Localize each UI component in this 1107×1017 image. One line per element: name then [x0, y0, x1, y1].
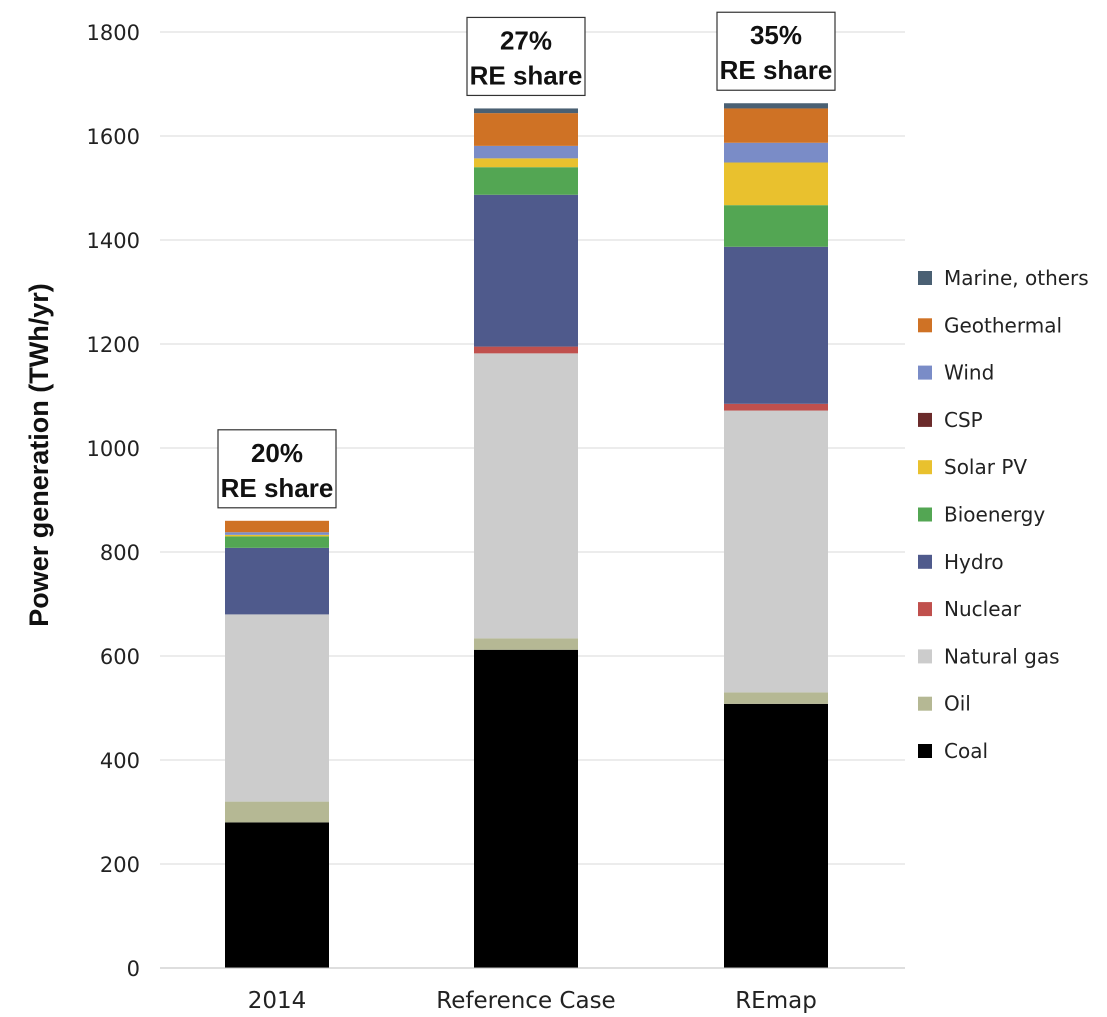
bar-segment-hydro	[474, 194, 578, 347]
bars	[225, 103, 828, 968]
bar-segment-natural-gas	[474, 353, 578, 639]
re-share-label: RE share	[470, 60, 583, 90]
legend-swatch	[918, 649, 932, 664]
legend-label: Geothermal	[944, 313, 1062, 337]
legend-label: Oil	[944, 692, 971, 716]
bar-segment-wind	[724, 142, 828, 163]
legend-label: Wind	[944, 361, 994, 385]
bar-segment-bioenergy	[225, 536, 329, 548]
legend-label: Bioenergy	[944, 503, 1045, 527]
bar-segment-coal	[474, 649, 578, 968]
y-tick-label: 200	[100, 853, 140, 877]
bar-segment-hydro	[225, 547, 329, 615]
bar-segment-coal	[724, 703, 828, 968]
re-share-box	[716, 11, 836, 91]
legend-swatch	[918, 460, 932, 475]
bar-segment-nuclear	[724, 403, 828, 411]
legend-swatch	[918, 318, 932, 333]
x-tick-label: Reference Case	[436, 988, 615, 1014]
axes: 0 200 400 600 800 1000 1200 1400 1600 1800 2014 Ref…	[87, 21, 905, 1014]
re-share-box	[466, 16, 586, 97]
legend-swatch	[918, 365, 932, 380]
legend-swatch	[918, 554, 932, 569]
bar-segment-natural-gas	[225, 614, 329, 802]
y-tick-label: 1600	[87, 125, 140, 149]
legend-swatch	[918, 602, 932, 617]
legend-label: Marine, others	[944, 266, 1089, 290]
re-share-box	[217, 429, 337, 509]
bar-segment-bioenergy	[724, 205, 828, 247]
legend-swatch	[918, 744, 932, 758]
x-tick-label: REmap	[735, 988, 817, 1014]
legend-label: Nuclear	[944, 597, 1022, 621]
legend-swatch	[918, 507, 932, 522]
bar-segment-oil	[474, 638, 578, 650]
y-tick-label: 0	[127, 957, 140, 981]
legend-label: CSP	[944, 408, 983, 432]
bar-segment-natural-gas	[724, 410, 828, 693]
bar-segment-nuclear	[474, 346, 578, 354]
bar-segment-wind	[225, 532, 329, 535]
legend-swatch	[918, 696, 932, 711]
legend-label: Coal	[944, 739, 988, 763]
re-share-percent: 35%	[750, 20, 802, 50]
y-tick-label: 1400	[87, 229, 140, 253]
re-share-percent: 27%	[500, 25, 552, 55]
bar-segment-solar-pv	[225, 534, 329, 537]
legend-label: Natural gas	[944, 644, 1060, 668]
bar-segment-coal	[225, 822, 329, 968]
y-tick-label: 1200	[87, 333, 140, 357]
y-tick-label: 1800	[87, 21, 140, 45]
re-share-label: RE share	[720, 55, 833, 85]
bar-segment-marine-others	[474, 108, 578, 114]
bar-segment-solar-pv	[474, 158, 578, 168]
annotations: 20% RE share 27% RE share 35% RE share	[217, 11, 836, 509]
legend-swatch	[918, 271, 932, 285]
y-tick-label: 400	[100, 749, 140, 773]
legend: Marine, others Geothermal Wind CSP Solar PV B…	[918, 266, 1089, 763]
y-tick-label: 800	[100, 541, 140, 565]
y-axis-label: Power generation (TWh/yr)	[24, 283, 54, 627]
bar-segment-wind	[474, 145, 578, 159]
bar-segment-marine-others	[724, 103, 828, 109]
bar-segment-geothermal	[724, 108, 828, 143]
x-tick-label: 2014	[248, 988, 307, 1014]
legend-label: Hydro	[944, 550, 1004, 574]
bar-segment-bioenergy	[474, 167, 578, 195]
y-tick-label: 1000	[87, 437, 140, 461]
re-share-label: RE share	[221, 473, 334, 503]
legend-label: Solar PV	[944, 455, 1027, 479]
legend-swatch	[918, 412, 932, 427]
bar-segment-geothermal	[225, 520, 329, 533]
bar-segment-oil	[724, 692, 828, 704]
re-share-percent: 20%	[251, 438, 303, 468]
bar-segment-oil	[225, 801, 329, 823]
bar-segment-solar-pv	[724, 162, 828, 206]
bar-segment-geothermal	[474, 113, 578, 146]
bar-segment-hydro	[724, 246, 828, 404]
y-tick-label: 600	[100, 645, 140, 669]
